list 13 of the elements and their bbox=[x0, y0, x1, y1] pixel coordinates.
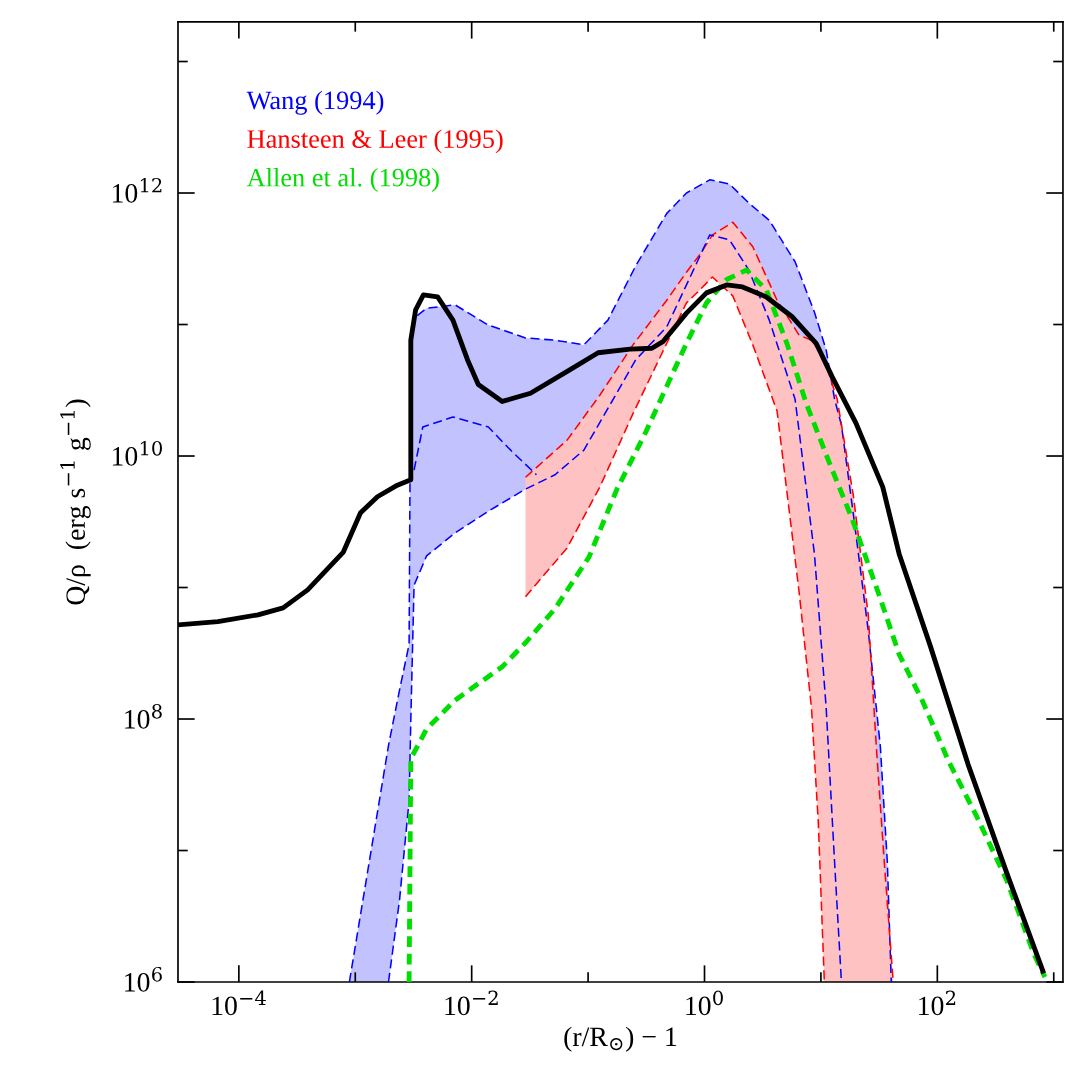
x-tick-label: 10$^{0}$ bbox=[686, 990, 723, 1016]
text: Wang (1994) bbox=[246, 90, 384, 115]
y-tick-label: 10$^{12}$ bbox=[112, 177, 162, 203]
x-tick-label: 10$^{−4}$ bbox=[212, 990, 266, 1016]
text: Allen et al. (1998) bbox=[246, 167, 439, 192]
x-tick-label: 10$^{−2}$ bbox=[445, 990, 498, 1016]
text: Hansteen & Leer (1995) bbox=[247, 129, 503, 154]
y-tick-label: 10$^{10}$ bbox=[112, 440, 162, 466]
y-tick-label: 10$^{8}$ bbox=[125, 703, 162, 729]
y-axis-title: Q/ρ (erg s$^{−1}$ g$^{−1}$) bbox=[60, 399, 91, 605]
x-tick-label: 10$^{2}$ bbox=[919, 990, 956, 1016]
y-tick-label: 10$^{6}$ bbox=[125, 966, 162, 992]
x-axis-title: (r/R$_{⊙}$) − 1 bbox=[564, 1026, 677, 1052]
